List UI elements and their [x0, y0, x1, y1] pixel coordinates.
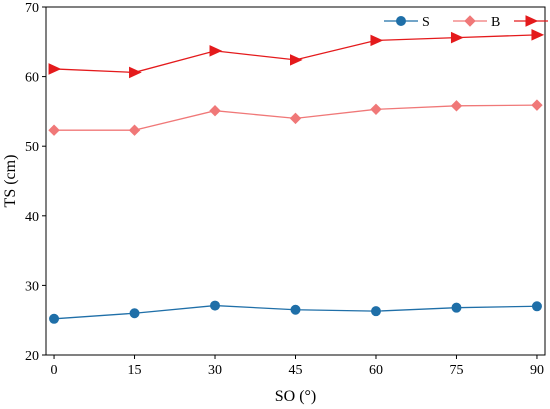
y-tick-label: 30 — [25, 279, 39, 294]
x-tick-label: 30 — [208, 363, 222, 378]
x-tick-label: 75 — [449, 363, 463, 378]
series-h-line — [54, 34, 537, 74]
series-h-point — [290, 54, 303, 66]
series-s-point — [451, 302, 462, 313]
legend-s-label: S — [422, 15, 430, 30]
legend-s-marker — [396, 16, 406, 26]
series-h-point — [531, 29, 545, 41]
series-b-point — [209, 104, 221, 117]
series-h-point — [450, 31, 464, 44]
series-layer — [48, 29, 545, 324]
y-axis-title: TS (cm) — [2, 155, 19, 208]
legend: SBH — [384, 15, 548, 30]
y-tick-label: 20 — [25, 349, 39, 364]
series-b-point — [128, 124, 141, 136]
series-h-point — [370, 34, 384, 47]
y-tick-label: 40 — [25, 210, 39, 225]
series-s-point — [49, 313, 60, 324]
series-b-point — [289, 112, 302, 125]
y-tick-label: 70 — [25, 1, 39, 16]
legend-b-label: B — [491, 15, 500, 30]
legend-item-b: B — [453, 15, 500, 30]
y-tick-label: 60 — [25, 71, 39, 86]
x-axis-title: SO (°) — [275, 388, 317, 405]
x-tick-label: 45 — [289, 363, 303, 378]
series-s-point — [370, 306, 381, 317]
x-tick-label: 15 — [128, 363, 142, 378]
x-tick-label: 0 — [51, 363, 58, 378]
x-tick-label: 60 — [369, 363, 383, 378]
series-s-point — [290, 304, 301, 315]
series-b-point — [370, 103, 382, 116]
legend-item-h: H — [514, 15, 548, 27]
x-axis: 0 15 30 45 60 75 90 — [51, 355, 544, 378]
legend-item-s: S — [384, 15, 430, 30]
series-h-point — [48, 63, 62, 75]
series-b-point — [48, 124, 60, 136]
legend-b-marker — [464, 15, 476, 27]
y-axis: 20 30 40 50 60 70 — [25, 1, 46, 364]
y-tick-label: 50 — [25, 140, 39, 155]
series-h — [48, 29, 545, 79]
series-b — [48, 99, 543, 136]
series-h-point — [129, 66, 142, 79]
series-b-point — [531, 99, 543, 111]
series-s-point — [210, 300, 221, 311]
legend-h-marker — [525, 15, 539, 27]
series-s — [49, 300, 542, 324]
series-h-point — [209, 45, 223, 57]
series-s-point — [129, 308, 140, 319]
x-tick-label: 90 — [530, 363, 544, 378]
series-s-point — [531, 301, 542, 312]
series-b-point — [450, 100, 463, 112]
